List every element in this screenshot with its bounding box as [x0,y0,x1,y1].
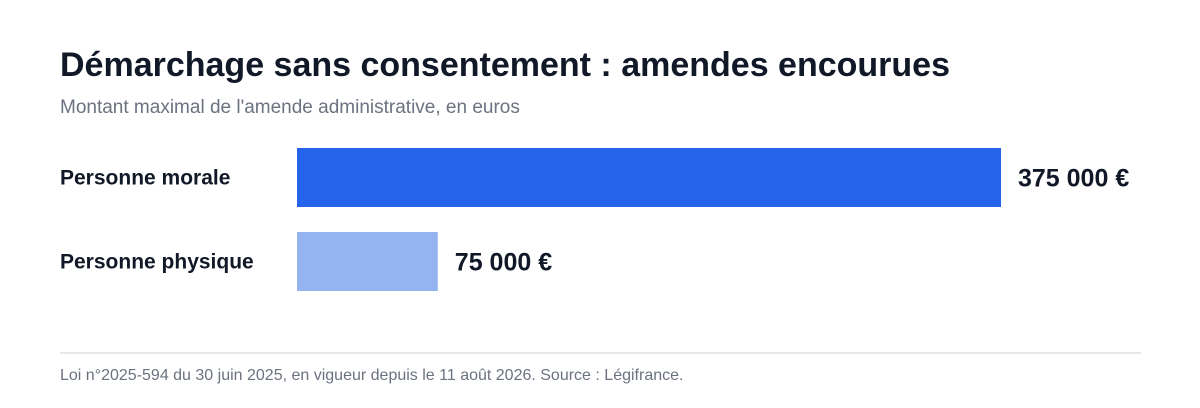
bar [297,148,1001,207]
chart-title: Démarchage sans consentement : amendes e… [60,46,950,84]
category-label: Personne morale [60,167,230,190]
value-label: 75 000 € [455,249,552,277]
source-footnote: Loi n°2025-594 du 30 juin 2025, en vigue… [60,367,684,384]
category-label: Personne physique [60,251,254,274]
footer-divider [60,352,1141,354]
value-label: 375 000 € [1018,165,1129,193]
chart-subtitle: Montant maximal de l'amende administrati… [60,97,520,118]
bar [297,232,438,291]
